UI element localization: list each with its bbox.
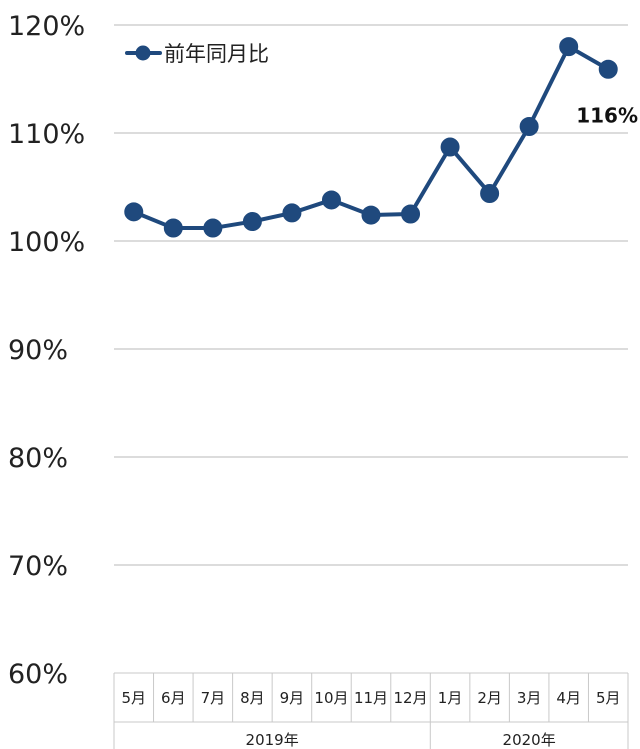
x-tick-label: 8月 (240, 689, 265, 707)
x-tick-label: 10月 (314, 689, 348, 707)
y-tick-label: 90% (8, 335, 68, 366)
data-label: 116% (576, 103, 638, 127)
y-tick-label: 100% (8, 227, 85, 258)
data-point (598, 59, 618, 79)
x-tick-label: 6月 (161, 689, 186, 707)
data-point (242, 212, 262, 232)
x-tick-label: 4月 (556, 689, 581, 707)
data-point (203, 218, 223, 238)
x-tick-label: 2月 (477, 689, 502, 707)
series-line (131, 44, 611, 231)
y-tick-label: 110% (8, 119, 85, 150)
data-point (163, 218, 183, 238)
x-tick-label: 3月 (517, 689, 542, 707)
x-tick-label: 12月 (393, 689, 427, 707)
x-tick-label: 7月 (201, 689, 226, 707)
x-tick-label: 11月 (354, 689, 388, 707)
legend-label: 前年同月比 (164, 42, 269, 66)
year-label: 2019年 (246, 731, 299, 749)
x-tick-label: 5月 (596, 689, 621, 707)
x-tick-label: 1月 (438, 689, 463, 707)
data-point (519, 117, 539, 137)
data-point (361, 205, 381, 225)
y-tick-label: 70% (8, 551, 68, 582)
y-tick-label: 80% (8, 443, 68, 474)
data-point (559, 37, 579, 57)
y-tick-label: 60% (8, 659, 68, 690)
data-point (124, 202, 144, 222)
year-label: 2020年 (503, 731, 556, 749)
legend-marker-icon (135, 45, 151, 61)
x-tick-label: 5月 (121, 689, 146, 707)
data-point (480, 183, 500, 203)
data-point (282, 203, 302, 223)
x-tick-label: 9月 (280, 689, 305, 707)
y-tick-label: 120% (8, 11, 85, 42)
data-point (321, 190, 341, 210)
data-point (440, 137, 460, 157)
data-point (401, 204, 421, 224)
